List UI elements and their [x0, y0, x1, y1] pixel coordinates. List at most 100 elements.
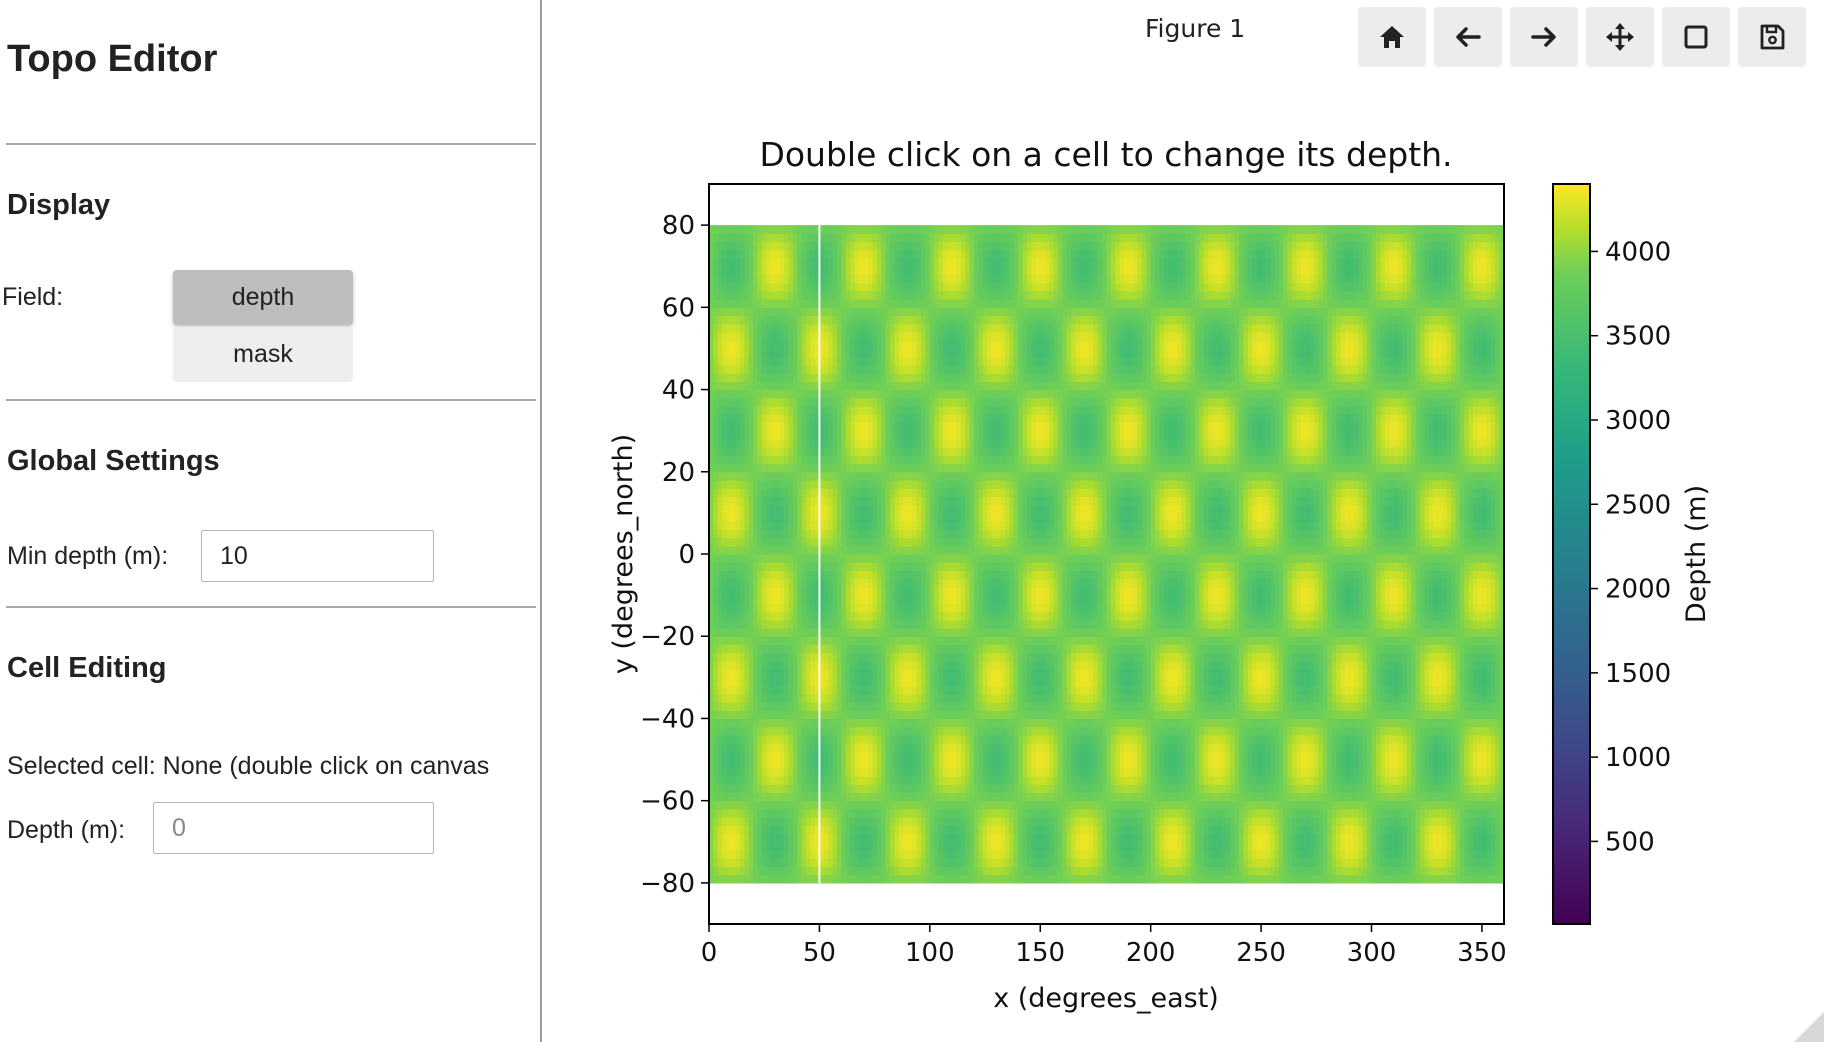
heatmap-cell[interactable]	[841, 299, 847, 308]
heatmap-cell[interactable]	[885, 734, 891, 744]
heatmap-cell[interactable]	[810, 767, 816, 777]
heatmap-cell[interactable]	[960, 841, 966, 851]
heatmap-cell[interactable]	[916, 586, 922, 596]
heatmap-cell[interactable]	[779, 496, 785, 506]
heatmap-cell[interactable]	[766, 430, 772, 440]
heatmap-cell[interactable]	[735, 496, 741, 506]
heatmap-cell[interactable]	[916, 381, 922, 391]
heatmap-cell[interactable]	[717, 241, 723, 251]
heatmap-cell[interactable]	[775, 866, 781, 876]
heatmap-cell[interactable]	[779, 586, 785, 596]
heatmap-cell[interactable]	[912, 825, 918, 835]
heatmap-cell[interactable]	[748, 734, 754, 744]
heatmap-cell[interactable]	[744, 792, 750, 802]
heatmap-cell[interactable]	[806, 841, 812, 851]
heatmap-cell[interactable]	[801, 430, 807, 440]
heatmap-cell[interactable]	[965, 652, 971, 662]
heatmap-cell[interactable]	[921, 348, 927, 358]
heatmap-cell[interactable]	[845, 726, 851, 736]
heatmap-cell[interactable]	[762, 759, 768, 769]
heatmap-cell[interactable]	[788, 373, 794, 382]
heatmap-cell[interactable]	[757, 545, 763, 555]
heatmap-cell[interactable]	[978, 521, 984, 530]
heatmap-cell[interactable]	[898, 241, 904, 251]
heatmap-cell[interactable]	[731, 586, 737, 596]
heatmap-cell[interactable]	[881, 718, 887, 728]
heatmap-cell[interactable]	[779, 422, 785, 432]
heatmap-cell[interactable]	[788, 800, 794, 810]
heatmap-cell[interactable]	[735, 874, 741, 884]
heatmap-cell[interactable]	[912, 784, 918, 794]
heatmap-cell[interactable]	[722, 323, 728, 333]
heatmap-cell[interactable]	[735, 784, 741, 794]
heatmap-cell[interactable]	[779, 636, 785, 646]
heatmap-cell[interactable]	[792, 743, 798, 752]
heatmap-cell[interactable]	[731, 726, 737, 736]
heatmap-cell[interactable]	[726, 858, 732, 868]
heatmap-cell[interactable]	[717, 841, 723, 851]
heatmap-cell[interactable]	[943, 356, 949, 366]
heatmap-cell[interactable]	[770, 364, 776, 374]
heatmap-cell[interactable]	[801, 290, 807, 300]
heatmap-cell[interactable]	[709, 414, 715, 424]
heatmap-cell[interactable]	[832, 282, 838, 292]
heatmap-cell[interactable]	[717, 833, 723, 843]
heatmap-cell[interactable]	[943, 586, 949, 596]
heatmap-cell[interactable]	[775, 800, 781, 810]
heatmap-cell[interactable]	[770, 858, 776, 868]
heatmap-cell[interactable]	[921, 595, 927, 604]
heatmap-cell[interactable]	[726, 430, 732, 440]
heatmap-cell[interactable]	[837, 784, 843, 794]
heatmap-cell[interactable]	[713, 808, 719, 818]
heatmap-cell[interactable]	[885, 266, 891, 276]
heatmap-cell[interactable]	[916, 792, 922, 802]
heatmap-cell[interactable]	[823, 463, 829, 473]
heatmap-cell[interactable]	[792, 677, 798, 687]
heatmap-cell[interactable]	[885, 249, 891, 259]
heatmap-cell[interactable]	[969, 784, 975, 794]
heatmap-cell[interactable]	[775, 389, 781, 399]
heatmap-cell[interactable]	[894, 397, 900, 407]
heatmap-cell[interactable]	[912, 414, 918, 424]
heatmap-cell[interactable]	[903, 438, 909, 448]
heatmap-cell[interactable]	[925, 480, 931, 489]
heatmap-cell[interactable]	[810, 463, 816, 473]
heatmap-cell[interactable]	[713, 850, 719, 859]
heatmap-cell[interactable]	[739, 529, 745, 539]
heatmap-cell[interactable]	[969, 480, 975, 489]
heatmap-cell[interactable]	[797, 512, 803, 522]
heatmap-cell[interactable]	[731, 258, 737, 267]
heatmap-cell[interactable]	[898, 414, 904, 424]
heatmap-cell[interactable]	[792, 340, 798, 350]
heatmap-cell[interactable]	[806, 710, 812, 720]
heatmap-cell[interactable]	[845, 348, 851, 358]
heatmap-cell[interactable]	[863, 677, 869, 687]
heatmap-cell[interactable]	[784, 866, 790, 876]
heatmap-cell[interactable]	[850, 850, 856, 859]
heatmap-cell[interactable]	[859, 825, 865, 835]
heatmap-cell[interactable]	[722, 512, 728, 522]
heatmap-cell[interactable]	[841, 808, 847, 818]
heatmap-cell[interactable]	[876, 636, 882, 646]
heatmap-cell[interactable]	[792, 537, 798, 547]
heatmap-cell[interactable]	[845, 496, 851, 506]
heatmap-cell[interactable]	[792, 850, 798, 859]
heatmap-cell[interactable]	[828, 422, 834, 432]
heatmap-cell[interactable]	[731, 677, 737, 687]
heatmap-cell[interactable]	[912, 833, 918, 843]
heatmap-cell[interactable]	[810, 438, 816, 448]
heatmap-cell[interactable]	[753, 496, 759, 506]
heatmap-cell[interactable]	[868, 562, 874, 572]
heatmap-cell[interactable]	[717, 554, 723, 563]
heatmap-cell[interactable]	[713, 241, 719, 251]
heatmap-cell[interactable]	[929, 299, 935, 308]
heatmap-cell[interactable]	[947, 833, 953, 843]
heatmap-cell[interactable]	[921, 340, 927, 350]
heatmap-cell[interactable]	[731, 619, 737, 629]
heatmap-cell[interactable]	[788, 406, 794, 415]
heatmap-cell[interactable]	[726, 767, 732, 777]
heatmap-cell[interactable]	[788, 529, 794, 539]
heatmap-cell[interactable]	[881, 570, 887, 580]
heatmap-cell[interactable]	[779, 767, 785, 777]
heatmap-cell[interactable]	[863, 685, 869, 695]
